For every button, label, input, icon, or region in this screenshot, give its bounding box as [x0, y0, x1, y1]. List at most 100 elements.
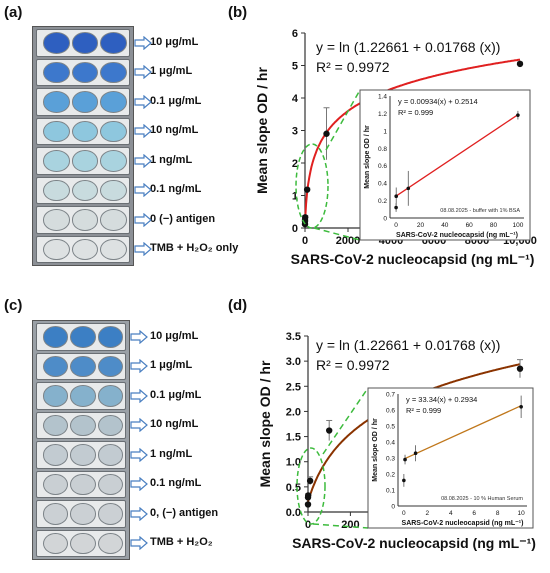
row-label: 1 μg/mL — [150, 65, 193, 78]
arrow-icon — [130, 536, 148, 551]
y-tick-label: 0 — [292, 223, 298, 235]
well — [43, 385, 69, 407]
arrow-icon — [134, 35, 152, 50]
inset-x-tick-label: 100 — [512, 222, 523, 229]
well — [97, 444, 123, 466]
inset-data-point — [406, 186, 411, 191]
well — [100, 209, 127, 231]
well — [43, 32, 70, 54]
well — [97, 532, 123, 554]
well — [97, 385, 123, 407]
well — [43, 444, 69, 466]
inset-data-point — [394, 194, 399, 199]
inset-y-axis-label: Mean slope OD / hr — [372, 418, 379, 482]
y-tick-label: 5 — [292, 61, 298, 73]
data-point — [305, 492, 312, 499]
x-axis-label: SARS-CoV-2 nucleocapsid (ng mL⁻¹) — [291, 251, 535, 267]
arrow-icon — [134, 124, 152, 139]
well — [70, 414, 96, 436]
well — [70, 444, 96, 466]
well-strip — [36, 500, 126, 528]
well-plate-c — [32, 320, 130, 560]
inset-y-tick-label: 1 — [383, 128, 387, 135]
well — [43, 414, 69, 436]
well — [71, 209, 99, 231]
well — [100, 238, 127, 260]
inset-data-point — [519, 405, 523, 409]
panel-b-label: (b) — [228, 4, 248, 21]
row-label: 0 (−) antigen — [150, 212, 216, 225]
inset-y-tick-label: 0 — [383, 216, 387, 223]
well-strip — [36, 206, 130, 234]
inset-r-squared: R² = 0.999 — [406, 406, 441, 415]
arrow-icon — [130, 506, 148, 521]
well — [100, 91, 127, 113]
well — [71, 179, 99, 201]
zoom-ellipse — [296, 447, 326, 525]
well — [97, 414, 123, 436]
inset-x-axis-label: SARS-CoV-2 nucleocapsid (ng mL⁻¹) — [396, 232, 518, 239]
row-label: 0.1 ng/mL — [150, 183, 202, 196]
inset-x-tick-label: 2 — [426, 510, 430, 517]
r-squared: R² = 0.9972 — [316, 357, 390, 373]
well — [100, 179, 127, 201]
data-point — [303, 186, 311, 193]
row-label: 10 μg/mL — [150, 35, 199, 48]
well — [100, 150, 127, 172]
well-strip — [36, 323, 126, 351]
well — [97, 326, 123, 348]
well — [71, 32, 99, 54]
inset-equation: y = 0.00934(x) + 0.2514 — [398, 97, 478, 106]
inset-y-tick-label: 0.8 — [378, 146, 387, 153]
y-tick-label: 1.0 — [286, 457, 301, 469]
well — [43, 61, 70, 83]
row-label: 0.1 μg/mL — [150, 94, 202, 107]
fit-curve — [304, 58, 521, 222]
inset-y-tick-label: 0.4 — [378, 181, 387, 188]
well — [43, 355, 69, 377]
arrow-icon — [130, 447, 148, 462]
inset-equation: y = 33.34(x) + 0.2934 — [406, 395, 477, 404]
inset-y-tick-label: 0.3 — [386, 456, 395, 463]
y-tick-label: 3.0 — [286, 356, 301, 368]
well — [71, 120, 99, 142]
row-label: TMB + H₂O₂ — [150, 536, 213, 549]
row-label: TMB + H₂O₂ only — [150, 242, 239, 255]
inset-y-tick-label: 0.4 — [386, 440, 395, 447]
well — [43, 532, 69, 554]
well — [100, 32, 127, 54]
x-tick-label: 0 — [305, 519, 311, 531]
data-point — [326, 427, 333, 434]
panel-c-label: (c) — [4, 297, 23, 314]
row-label: 10 ng/mL — [150, 418, 199, 431]
arrow-icon — [134, 65, 152, 80]
inset-note: 08.08.2025 - 10 % Human Serum — [441, 496, 523, 502]
zoom-connector — [313, 227, 361, 241]
equation: y = ln (1.22661 + 0.01768 (x)) — [316, 337, 500, 353]
inset-y-tick-label: 1.2 — [378, 111, 387, 118]
inset-data-point — [402, 478, 406, 483]
row-label: 1 ng/mL — [150, 153, 193, 166]
well — [43, 326, 69, 348]
x-tick-label: 0 — [302, 235, 308, 247]
arrow-icon — [130, 477, 148, 492]
well — [71, 150, 99, 172]
well — [71, 238, 99, 260]
row-label: 10 μg/mL — [150, 329, 199, 342]
well-strip — [36, 235, 130, 263]
well-strip — [36, 176, 130, 204]
inset-x-tick-label: 4 — [449, 510, 453, 517]
arrow-icon — [130, 359, 148, 374]
well-strip — [36, 382, 126, 410]
inset-y-tick-label: 1.4 — [378, 94, 387, 101]
well-strip — [36, 352, 126, 380]
well — [70, 385, 96, 407]
inset-x-tick-label: 80 — [490, 222, 498, 229]
chart-d: 0.00.51.01.52.02.53.03.50200400600800100… — [257, 331, 536, 551]
inset-y-tick-label: 0 — [391, 504, 395, 511]
inset-x-tick-label: 10 — [518, 510, 526, 517]
row-label: 0, (−) antigen — [150, 506, 219, 519]
well — [43, 120, 70, 142]
inset-x-tick-label: 6 — [472, 510, 476, 517]
